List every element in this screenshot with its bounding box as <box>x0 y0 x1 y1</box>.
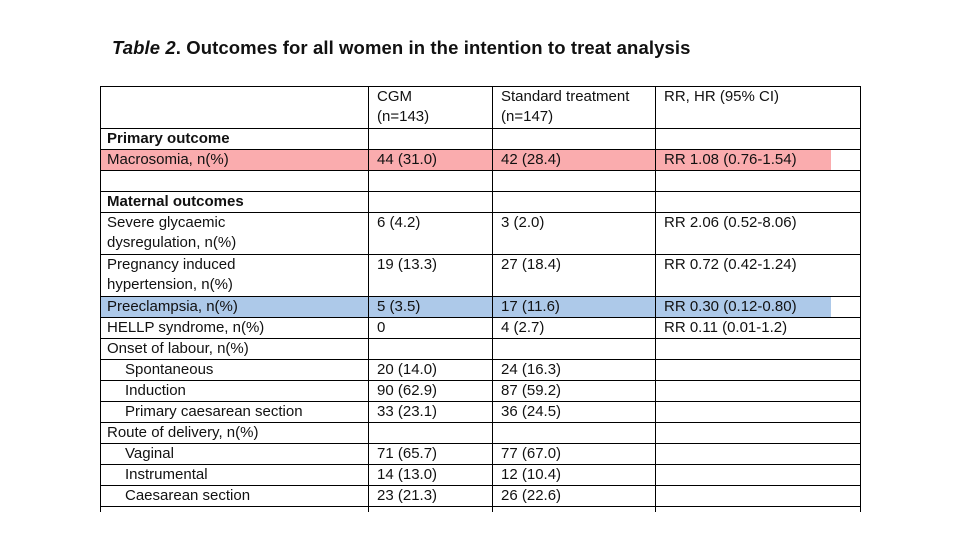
cell-cgm-value: 90 (62.9) <box>369 381 493 402</box>
cell-standard-value: 3 (2.0) <box>493 213 656 255</box>
table-row: Primary outcome <box>101 129 861 150</box>
cell-rr-value <box>656 486 861 507</box>
cell-outcome-label <box>101 171 369 192</box>
cell-standard-value: 12 (10.4) <box>493 465 656 486</box>
table-row: Vaginal 71 (65.7) 77 (67.0) <box>101 444 861 465</box>
table-row: Preeclampsia, n(%) 5 (3.5) 17 (11.6) RR 0.3… <box>101 297 861 318</box>
cell-outcome-label: Caesarean section <box>101 486 369 507</box>
cell-outcome-label: Maternal outcomes <box>101 192 369 213</box>
cell-rr-value <box>656 423 861 444</box>
cell-rr-value <box>656 192 861 213</box>
table-row: Induction 90 (62.9) 87 (59.2) <box>101 381 861 402</box>
cell-outcome-label-highlighted: Preeclampsia, n(%) <box>101 297 369 318</box>
cell-cgm-value <box>369 339 493 360</box>
cell-outcome-label: Primary outcome <box>101 129 369 150</box>
cell-outcome-label: Primary caesarean section <box>101 402 369 423</box>
table-row: HELLP syndrome, n(%) 0 4 (2.7) RR 0.11 (0.0… <box>101 318 861 339</box>
outcomes-table: CGM (n=143) Standard treatment (n=147) R… <box>100 86 861 512</box>
cell-outcome-label: Route of delivery, n(%) <box>101 423 369 444</box>
cell-rr-value: RR 0.11 (0.01-1.2) <box>656 318 861 339</box>
table-row: Instrumental 14 (13.0) 12 (10.4) <box>101 465 861 486</box>
cell-cgm-value: 33 (23.1) <box>369 402 493 423</box>
cell-standard-value <box>493 192 656 213</box>
cell-rr-value <box>656 171 861 192</box>
cell-cgm-value <box>369 171 493 192</box>
cell-cgm-value: 19 (13.3) <box>369 255 493 297</box>
table-caption-number: Table 2 <box>112 37 176 58</box>
cell-cgm-value: 20 (14.0) <box>369 360 493 381</box>
cell-rr-value <box>656 129 861 150</box>
table-row <box>101 171 861 192</box>
cell-cgm-value-highlighted: 5 (3.5) <box>369 297 493 318</box>
cell-outcome-label-highlighted: Macrosomia, n(%) <box>101 150 369 171</box>
table-caption: Table 2. Outcomes for all women in the i… <box>112 37 691 59</box>
cell-rr-value <box>656 339 861 360</box>
header-outcome <box>101 87 369 129</box>
header-cgm: CGM (n=143) <box>369 87 493 129</box>
cell-standard-value-highlighted: 42 (28.4) <box>493 150 656 171</box>
cell-standard-value <box>493 129 656 150</box>
cell-standard-value: 87 (59.2) <box>493 381 656 402</box>
cell-rr-value <box>656 507 861 512</box>
cell-rr-value: RR 2.06 (0.52-8.06) <box>656 213 861 255</box>
cell-outcome-label: Spontaneous <box>101 360 369 381</box>
table-row: Primary caesarean section 33 (23.1) 36 (24… <box>101 402 861 423</box>
cell-standard-value-highlighted: 17 (11.6) <box>493 297 656 318</box>
table-row <box>101 507 861 512</box>
cell-rr-value-highlighted: RR 1.08 (0.76-1.54) <box>656 150 861 171</box>
cell-standard-value <box>493 171 656 192</box>
cell-standard-value: 26 (22.6) <box>493 486 656 507</box>
cell-outcome-label: Vaginal <box>101 444 369 465</box>
cell-cgm-value: 71 (65.7) <box>369 444 493 465</box>
cell-outcome-label: Pregnancy induced hypertension, n(%) <box>101 255 369 297</box>
cell-standard-value: 27 (18.4) <box>493 255 656 297</box>
cell-standard-value <box>493 339 656 360</box>
cell-outcome-label: Induction <box>101 381 369 402</box>
cell-outcome-label: Instrumental <box>101 465 369 486</box>
cell-outcome-label: Onset of labour, n(%) <box>101 339 369 360</box>
cell-rr-value <box>656 465 861 486</box>
cell-rr-value <box>656 360 861 381</box>
table-row: Pregnancy induced hypertension, n(%) 19 (… <box>101 255 861 297</box>
cell-cgm-value: 23 (21.3) <box>369 486 493 507</box>
cell-rr-value <box>656 381 861 402</box>
cell-cgm-value <box>369 192 493 213</box>
cell-rr-value-highlighted: RR 0.30 (0.12-0.80) <box>656 297 861 318</box>
table-row: Route of delivery, n(%) <box>101 423 861 444</box>
table-body: Primary outcome Macrosomia, n(%) 44 (31.0)… <box>101 129 861 512</box>
table-header-row: CGM (n=143) Standard treatment (n=147) R… <box>101 87 861 129</box>
cell-cgm-value-highlighted: 44 (31.0) <box>369 150 493 171</box>
cell-outcome-label: Severe glycaemic dysregulation, n(%) <box>101 213 369 255</box>
table-row: Severe glycaemic dysregulation, n(%) 6 (4… <box>101 213 861 255</box>
table-row: Spontaneous 20 (14.0) 24 (16.3) <box>101 360 861 381</box>
table-row: Maternal outcomes <box>101 192 861 213</box>
cell-cgm-value: 14 (13.0) <box>369 465 493 486</box>
cell-standard-value: 4 (2.7) <box>493 318 656 339</box>
cell-cgm-value <box>369 507 493 512</box>
table-row: Macrosomia, n(%) 44 (31.0) 42 (28.4) RR 1.0… <box>101 150 861 171</box>
cell-standard-value <box>493 507 656 512</box>
table-row: Onset of labour, n(%) <box>101 339 861 360</box>
table-row: Caesarean section 23 (21.3) 26 (22.6) <box>101 486 861 507</box>
header-standard-treatment: Standard treatment (n=147) <box>493 87 656 129</box>
cell-standard-value <box>493 423 656 444</box>
header-rr-hr-ci: RR, HR (95% CI) <box>656 87 861 129</box>
cell-cgm-value <box>369 423 493 444</box>
cell-standard-value: 77 (67.0) <box>493 444 656 465</box>
cell-rr-value: RR 0.72 (0.42-1.24) <box>656 255 861 297</box>
cell-rr-value <box>656 444 861 465</box>
cell-cgm-value <box>369 129 493 150</box>
table-caption-text: . Outcomes for all women in the intentio… <box>175 37 691 58</box>
cell-cgm-value: 6 (4.2) <box>369 213 493 255</box>
cell-standard-value: 36 (24.5) <box>493 402 656 423</box>
cell-standard-value: 24 (16.3) <box>493 360 656 381</box>
cell-rr-value <box>656 402 861 423</box>
cell-outcome-label: HELLP syndrome, n(%) <box>101 318 369 339</box>
cell-outcome-label <box>101 507 369 512</box>
cell-cgm-value: 0 <box>369 318 493 339</box>
